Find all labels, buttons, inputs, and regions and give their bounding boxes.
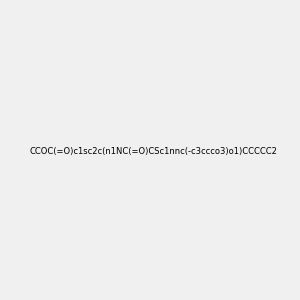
Text: CCOC(=O)c1sc2c(n1NC(=O)CSc1nnc(-c3ccco3)o1)CCCCC2: CCOC(=O)c1sc2c(n1NC(=O)CSc1nnc(-c3ccco3)… xyxy=(30,147,278,156)
